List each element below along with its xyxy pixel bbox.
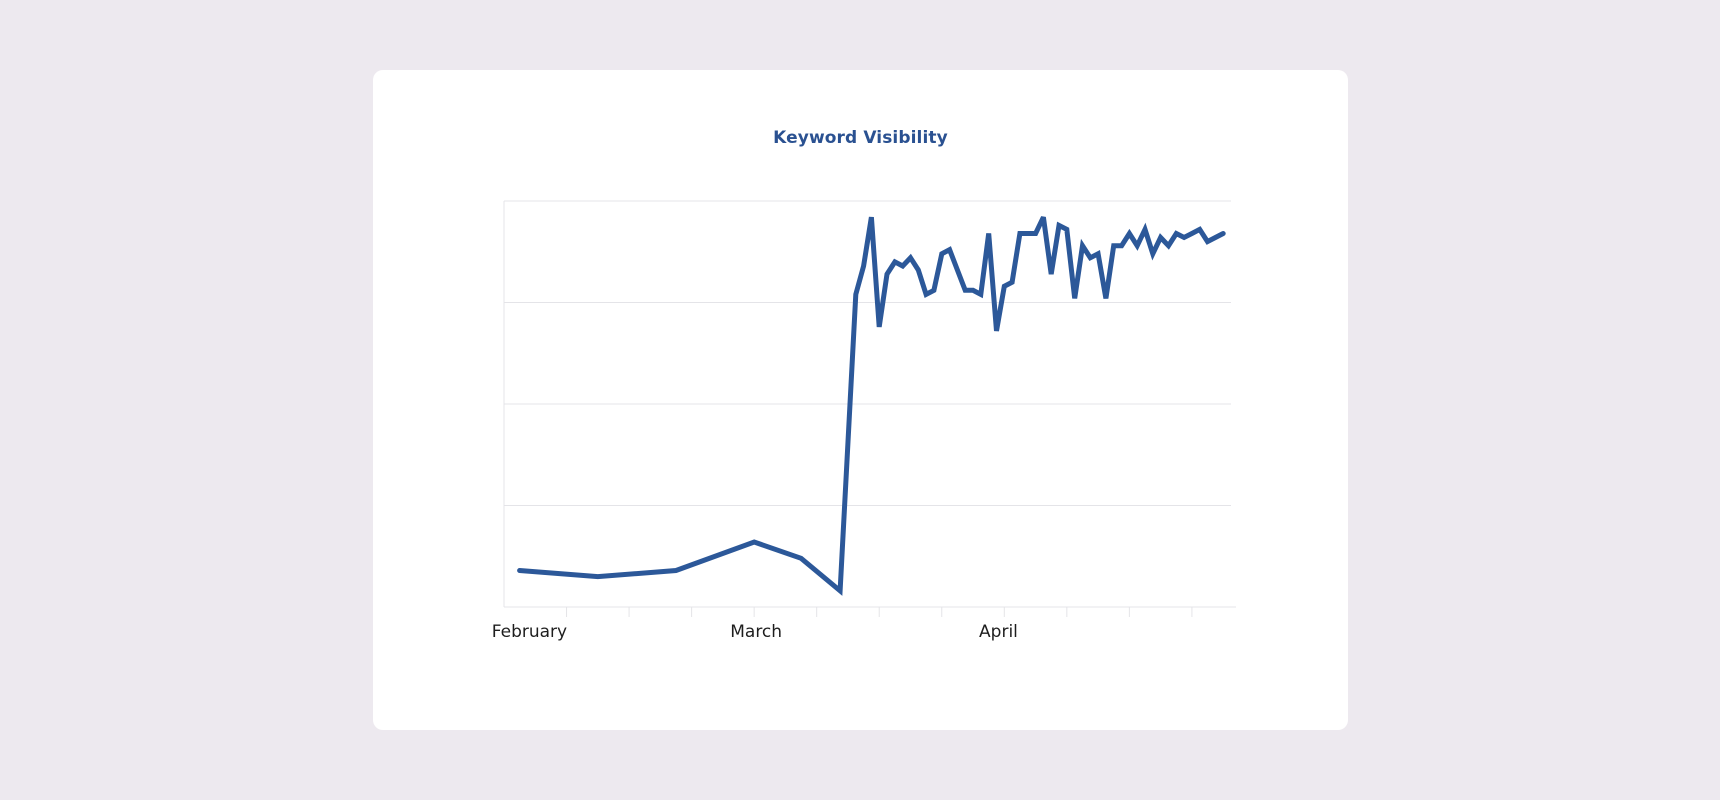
chart-card: Keyword Visibility February March April xyxy=(373,70,1348,730)
x-tick-label: February xyxy=(492,622,567,642)
x-tick-label: April xyxy=(979,622,1018,642)
x-tick-label: March xyxy=(730,622,782,642)
line-chart: February March April xyxy=(492,200,1236,642)
series-line xyxy=(517,216,1226,596)
chart-title: Keyword Visibility xyxy=(773,128,948,148)
